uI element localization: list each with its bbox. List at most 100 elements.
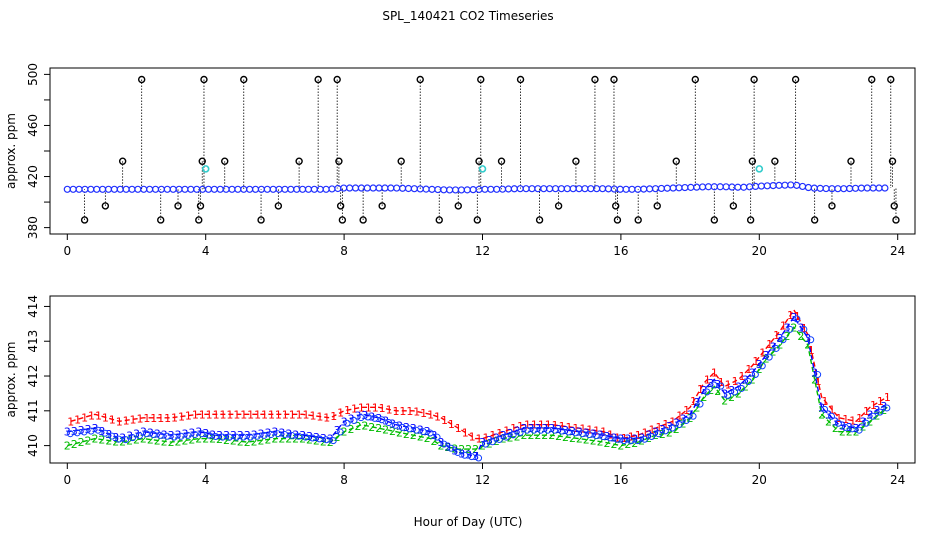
- filtered-point: [66, 430, 74, 438]
- filtered-point: [122, 436, 130, 444]
- filtered-point: [170, 433, 178, 441]
- series-marker-1: 1: [199, 408, 206, 421]
- outlier-point: [295, 157, 303, 165]
- filtered-point: [212, 432, 220, 440]
- series-marker-2: 2: [306, 434, 313, 447]
- baseline-point: [363, 184, 371, 192]
- filtered-point: [419, 428, 427, 436]
- series-marker-2: 2: [707, 384, 714, 397]
- filtered-point: [682, 416, 690, 424]
- series-marker-2: 2: [576, 433, 583, 446]
- series-marker-2: 2: [334, 431, 341, 444]
- baseline-point: [657, 184, 665, 193]
- series-marker-1: 1: [275, 408, 282, 421]
- baseline-point: [222, 185, 230, 193]
- filtered-point: [302, 433, 310, 441]
- filtered-point: [772, 344, 780, 352]
- filtered-point: [329, 437, 337, 445]
- filtered-point: [571, 429, 579, 437]
- outlier-point: [554, 202, 563, 210]
- series-marker-2: 2: [811, 374, 818, 387]
- baseline-point: [316, 185, 324, 193]
- filtered-point: [136, 432, 143, 440]
- outlier-point: [497, 157, 506, 165]
- series-marker-1: 1: [489, 429, 496, 442]
- baseline-point: [93, 185, 101, 193]
- baseline-point: [75, 185, 83, 193]
- series-marker-1: 1: [420, 407, 427, 420]
- filtered-point: [828, 412, 835, 420]
- series-marker-2: 2: [140, 433, 147, 446]
- series-marker-1: 1: [344, 404, 351, 417]
- x-axis-title: Hour of Day (UTC): [413, 515, 523, 529]
- baseline-point: [804, 183, 813, 192]
- baseline-point: [551, 185, 560, 193]
- series-marker-1: 1: [510, 422, 517, 435]
- series-marker-1: 1: [365, 401, 372, 414]
- baseline-point: [463, 186, 471, 194]
- series-marker-1: 1: [870, 399, 877, 412]
- series-marker-1: 1: [711, 367, 718, 380]
- series-marker-2: 2: [541, 429, 548, 442]
- series-marker-1: 1: [171, 411, 178, 424]
- filtered-point: [585, 431, 593, 439]
- series-marker-2: 2: [341, 426, 348, 439]
- baseline-point: [746, 183, 754, 191]
- series-marker-1: 1: [545, 419, 552, 432]
- baseline-point: [298, 185, 307, 193]
- series-marker-1: 1: [559, 420, 566, 433]
- filtered-point: [405, 425, 413, 433]
- outlier-point: [750, 75, 758, 84]
- series-marker-2: 2: [389, 425, 396, 438]
- outlier-point: [847, 157, 855, 165]
- filtered-point: [689, 412, 697, 420]
- filtered-point: [371, 414, 379, 422]
- series-marker-1: 1: [552, 419, 559, 432]
- series-marker-2: 2: [458, 443, 465, 456]
- series-marker-1: 1: [496, 427, 503, 440]
- filtered-point: [544, 426, 552, 434]
- series-marker-2: 2: [673, 423, 680, 436]
- filtered-point: [288, 431, 296, 439]
- filtered-point: [426, 429, 434, 437]
- series-marker-1: 1: [773, 329, 780, 342]
- baseline-point: [869, 184, 877, 192]
- series-marker-2: 2: [638, 435, 645, 448]
- series-marker-2: 2: [735, 387, 742, 400]
- series-marker-1: 1: [538, 419, 545, 432]
- filtered-point: [620, 437, 628, 445]
- baseline-point: [575, 185, 583, 193]
- filtered-point: [315, 435, 323, 443]
- baseline-point: [369, 184, 377, 192]
- series-marker-2: 2: [431, 435, 438, 448]
- series-marker-1: 1: [143, 412, 150, 425]
- baseline-point: [151, 185, 160, 193]
- series-marker-1: 1: [323, 411, 330, 424]
- series-marker-2: 2: [223, 434, 230, 447]
- filtered-point: [412, 426, 420, 434]
- baseline-point: [781, 181, 789, 189]
- series-marker-2: 2: [237, 435, 244, 448]
- filtered-point: [488, 438, 496, 446]
- baseline-point: [269, 185, 277, 193]
- filtered-point: [696, 400, 704, 408]
- x-tick-label: 24: [890, 244, 905, 258]
- filtered-point: [357, 414, 365, 422]
- baseline-point: [134, 185, 142, 193]
- series-marker-2: 2: [188, 434, 195, 447]
- series-marker-2: 2: [860, 420, 867, 433]
- baseline-point: [546, 185, 554, 193]
- baseline-point: [234, 185, 242, 193]
- series-marker-1: 1: [517, 420, 524, 433]
- series-marker-2: 2: [610, 438, 617, 451]
- outlier-point: [397, 157, 405, 165]
- filtered-point: [668, 424, 676, 432]
- series-marker-1: 1: [309, 410, 316, 423]
- baseline-point: [375, 184, 383, 192]
- outlier-point: [473, 216, 482, 224]
- series-marker-2: 2: [770, 346, 777, 359]
- outlier-point: [691, 75, 699, 84]
- outlier-point: [572, 157, 580, 165]
